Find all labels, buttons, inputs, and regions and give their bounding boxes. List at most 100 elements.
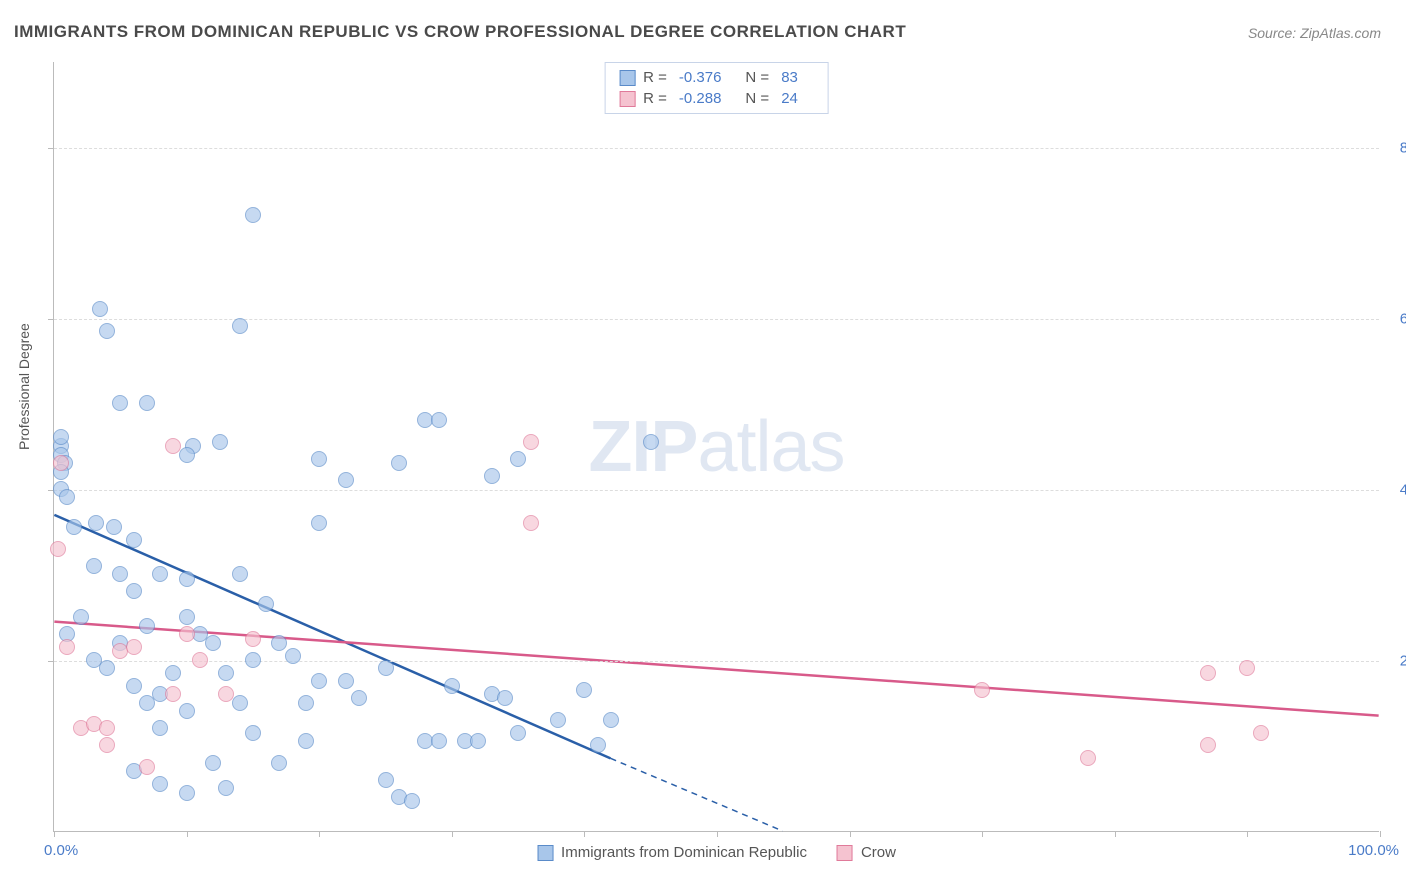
watermark: ZIPatlas <box>588 406 844 488</box>
scatter-point-series-a <box>179 703 195 719</box>
gridline <box>54 490 1379 491</box>
x-axis-min-label: 0.0% <box>44 842 78 859</box>
scatter-point-series-a <box>444 678 460 694</box>
scatter-point-series-a <box>285 648 301 664</box>
trend-lines-layer <box>54 62 1379 831</box>
scatter-point-series-a <box>99 323 115 339</box>
scatter-point-series-a <box>106 519 122 535</box>
chart-plot-area: ZIPatlas R = -0.376 N = 83 R = -0.288 N … <box>53 62 1379 832</box>
swatch-series-a-bottom <box>537 845 553 861</box>
scatter-point-series-a <box>165 665 181 681</box>
x-tick <box>717 831 718 837</box>
scatter-point-series-a <box>271 635 287 651</box>
trend-line <box>611 758 783 831</box>
series-b-name: Crow <box>861 844 896 861</box>
scatter-point-series-a <box>53 429 69 445</box>
scatter-point-series-a <box>298 733 314 749</box>
swatch-series-b-bottom <box>837 845 853 861</box>
scatter-point-series-a <box>86 558 102 574</box>
swatch-series-b <box>619 91 635 107</box>
scatter-point-series-a <box>311 451 327 467</box>
r-value-b: -0.288 <box>679 90 722 107</box>
scatter-point-series-a <box>431 733 447 749</box>
scatter-point-series-b <box>192 652 208 668</box>
scatter-point-series-a <box>378 660 394 676</box>
scatter-point-series-a <box>112 395 128 411</box>
gridline <box>54 148 1379 149</box>
scatter-point-series-a <box>510 451 526 467</box>
scatter-point-series-a <box>311 673 327 689</box>
x-tick <box>319 831 320 837</box>
scatter-point-series-a <box>550 712 566 728</box>
y-tick <box>48 319 54 320</box>
scatter-point-series-a <box>88 515 104 531</box>
scatter-point-series-a <box>603 712 619 728</box>
scatter-point-series-b <box>59 639 75 655</box>
scatter-point-series-a <box>232 695 248 711</box>
scatter-point-series-a <box>139 695 155 711</box>
scatter-point-series-a <box>112 566 128 582</box>
scatter-point-series-a <box>126 532 142 548</box>
scatter-point-series-a <box>245 207 261 223</box>
scatter-point-series-a <box>179 447 195 463</box>
y-tick-label: 4.0% <box>1400 481 1406 498</box>
x-axis-max-label: 100.0% <box>1348 842 1399 859</box>
scatter-point-series-a <box>311 515 327 531</box>
scatter-point-series-a <box>351 690 367 706</box>
x-tick <box>982 831 983 837</box>
scatter-point-series-a <box>232 566 248 582</box>
scatter-point-series-b <box>974 682 990 698</box>
legend-item-series-a: Immigrants from Dominican Republic <box>537 844 807 861</box>
scatter-point-series-a <box>497 690 513 706</box>
scatter-point-series-a <box>484 468 500 484</box>
trend-line <box>54 515 610 759</box>
scatter-point-series-a <box>139 395 155 411</box>
gridline <box>54 319 1379 320</box>
scatter-point-series-a <box>73 609 89 625</box>
y-tick-label: 8.0% <box>1400 139 1406 156</box>
scatter-point-series-a <box>404 793 420 809</box>
scatter-point-series-b <box>126 639 142 655</box>
n-value-b: 24 <box>781 90 798 107</box>
scatter-point-series-b <box>179 626 195 642</box>
scatter-point-series-a <box>271 755 287 771</box>
source-label: Source: ZipAtlas.com <box>1248 25 1381 41</box>
scatter-point-series-a <box>179 609 195 625</box>
r-value-a: -0.376 <box>679 69 722 86</box>
scatter-point-series-b <box>139 759 155 775</box>
scatter-point-series-a <box>152 566 168 582</box>
scatter-point-series-a <box>212 434 228 450</box>
x-tick <box>452 831 453 837</box>
r-label: R = <box>643 90 667 107</box>
watermark-atlas: atlas <box>697 407 844 487</box>
x-tick <box>1380 831 1381 837</box>
n-label: N = <box>745 90 769 107</box>
scatter-point-series-b <box>99 720 115 736</box>
scatter-point-series-a <box>245 652 261 668</box>
scatter-point-series-b <box>1253 725 1269 741</box>
scatter-point-series-a <box>152 720 168 736</box>
scatter-point-series-a <box>126 583 142 599</box>
scatter-point-series-a <box>179 571 195 587</box>
scatter-point-series-b <box>165 686 181 702</box>
scatter-point-series-a <box>338 472 354 488</box>
scatter-point-series-a <box>66 519 82 535</box>
scatter-point-series-a <box>139 618 155 634</box>
legend-row-series-b: R = -0.288 N = 24 <box>619 88 814 109</box>
scatter-point-series-a <box>205 755 221 771</box>
r-label: R = <box>643 69 667 86</box>
scatter-point-series-a <box>245 725 261 741</box>
scatter-point-series-a <box>179 785 195 801</box>
legend-item-series-b: Crow <box>837 844 896 861</box>
scatter-point-series-a <box>205 635 221 651</box>
scatter-point-series-a <box>470 733 486 749</box>
x-tick <box>584 831 585 837</box>
scatter-point-series-a <box>338 673 354 689</box>
x-tick <box>1247 831 1248 837</box>
scatter-point-series-a <box>643 434 659 450</box>
legend-row-series-a: R = -0.376 N = 83 <box>619 67 814 88</box>
scatter-point-series-b <box>523 434 539 450</box>
scatter-point-series-b <box>523 515 539 531</box>
scatter-point-series-b <box>99 737 115 753</box>
scatter-point-series-a <box>298 695 314 711</box>
